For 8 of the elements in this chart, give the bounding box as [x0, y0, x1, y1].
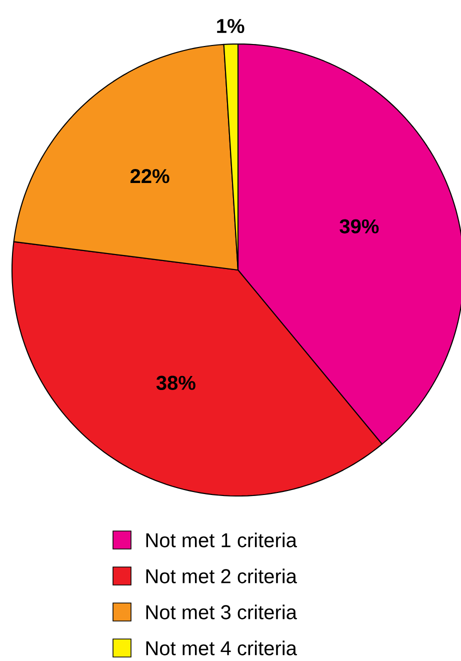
data-label: 38% [156, 376, 196, 390]
data-label: 1% [217, 19, 244, 34]
legend-label: Not met 3 criteria [146, 604, 297, 620]
legend-label: Not met 4 criteria [146, 640, 297, 656]
data-label: 22% [130, 169, 170, 184]
legend-label: Not met 1 criteria [146, 532, 297, 548]
legend-label: Not met 2 criteria [146, 568, 297, 584]
data-label: 39% [340, 219, 379, 234]
